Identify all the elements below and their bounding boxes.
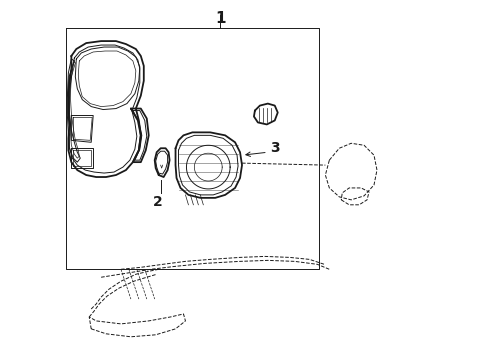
Text: 2: 2 [153, 195, 163, 209]
Text: 1: 1 [215, 11, 225, 26]
Text: 3: 3 [270, 141, 279, 155]
